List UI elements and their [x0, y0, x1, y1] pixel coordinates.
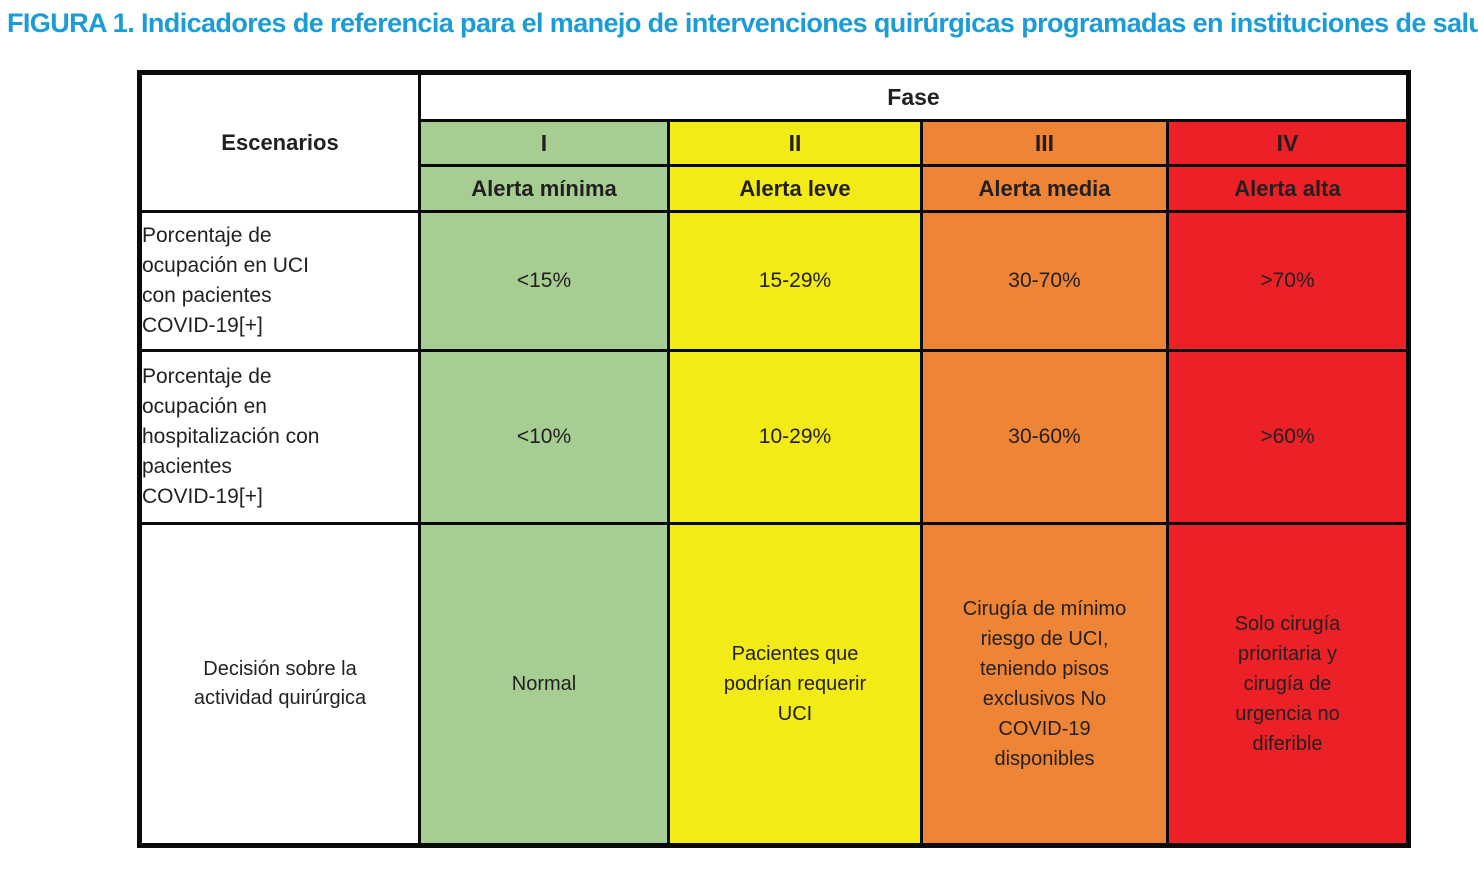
corner-header-escenarios: Escenarios [138, 71, 421, 213]
header-row-fase: Escenarios Fase [138, 71, 1410, 213]
alert-leve-header: Alerta leve [667, 164, 923, 213]
hosp-phase-IV-value: >60% [1166, 349, 1410, 525]
hosp-phase-II-value: 10-29% [667, 349, 923, 525]
alert-minima-header: Alerta mínima [418, 164, 670, 213]
row-label-hospitalization: Porcentaje de ocupación en hospitalizaci… [138, 349, 421, 525]
uci-phase-III-value: 30-70% [920, 210, 1169, 352]
uci-phase-IV-value: >70% [1166, 210, 1410, 352]
phase-III-header: III [920, 119, 1169, 167]
table-row-hospitalization-occupancy: Porcentaje de ocupación en hospitalizaci… [138, 349, 1410, 525]
decision-phase-I-value: Normal [418, 522, 670, 847]
phase-II-header: II [667, 119, 923, 167]
header-row-phase-numerals: I II III IV [140, 119, 1410, 167]
table-row-uci-occupancy: Porcentaje de ocupación en UCI con pacie… [138, 210, 1410, 352]
hosp-phase-III-value: 30-60% [920, 349, 1169, 525]
figure-title: FIGURA 1. Indicadores de referencia para… [7, 8, 1478, 38]
header-row-alert-levels: Alerta mínima Alerta leve Alerta media A… [140, 164, 1410, 213]
row-label-surgical-decision: Decisión sobre la actividad quirúrgica [138, 522, 421, 847]
fase-group-header: Fase [418, 71, 1410, 122]
uci-phase-II-value: 15-29% [667, 210, 923, 352]
phase-I-header: I [418, 119, 670, 167]
table-row-surgical-decision: Decisión sobre la actividad quirúrgica N… [138, 522, 1410, 847]
decision-phase-II-value: Pacientes que podrían requerir UCI [667, 522, 923, 847]
row-label-uci-occupancy: Porcentaje de ocupación en UCI con pacie… [138, 210, 421, 352]
alert-media-header: Alerta media [920, 164, 1169, 213]
hosp-phase-I-value: <10% [418, 349, 670, 525]
phase-IV-header: IV [1166, 119, 1410, 167]
indicator-table: Escenarios Fase I II III IV Alerta mínim… [137, 70, 1411, 848]
decision-phase-III-value: Cirugía de mínimo riesgo de UCI, teniend… [920, 522, 1169, 847]
uci-phase-I-value: <15% [418, 210, 670, 352]
decision-phase-IV-value: Solo cirugía prioritaria y cirugía de ur… [1166, 522, 1410, 847]
alert-alta-header: Alerta alta [1166, 164, 1410, 213]
